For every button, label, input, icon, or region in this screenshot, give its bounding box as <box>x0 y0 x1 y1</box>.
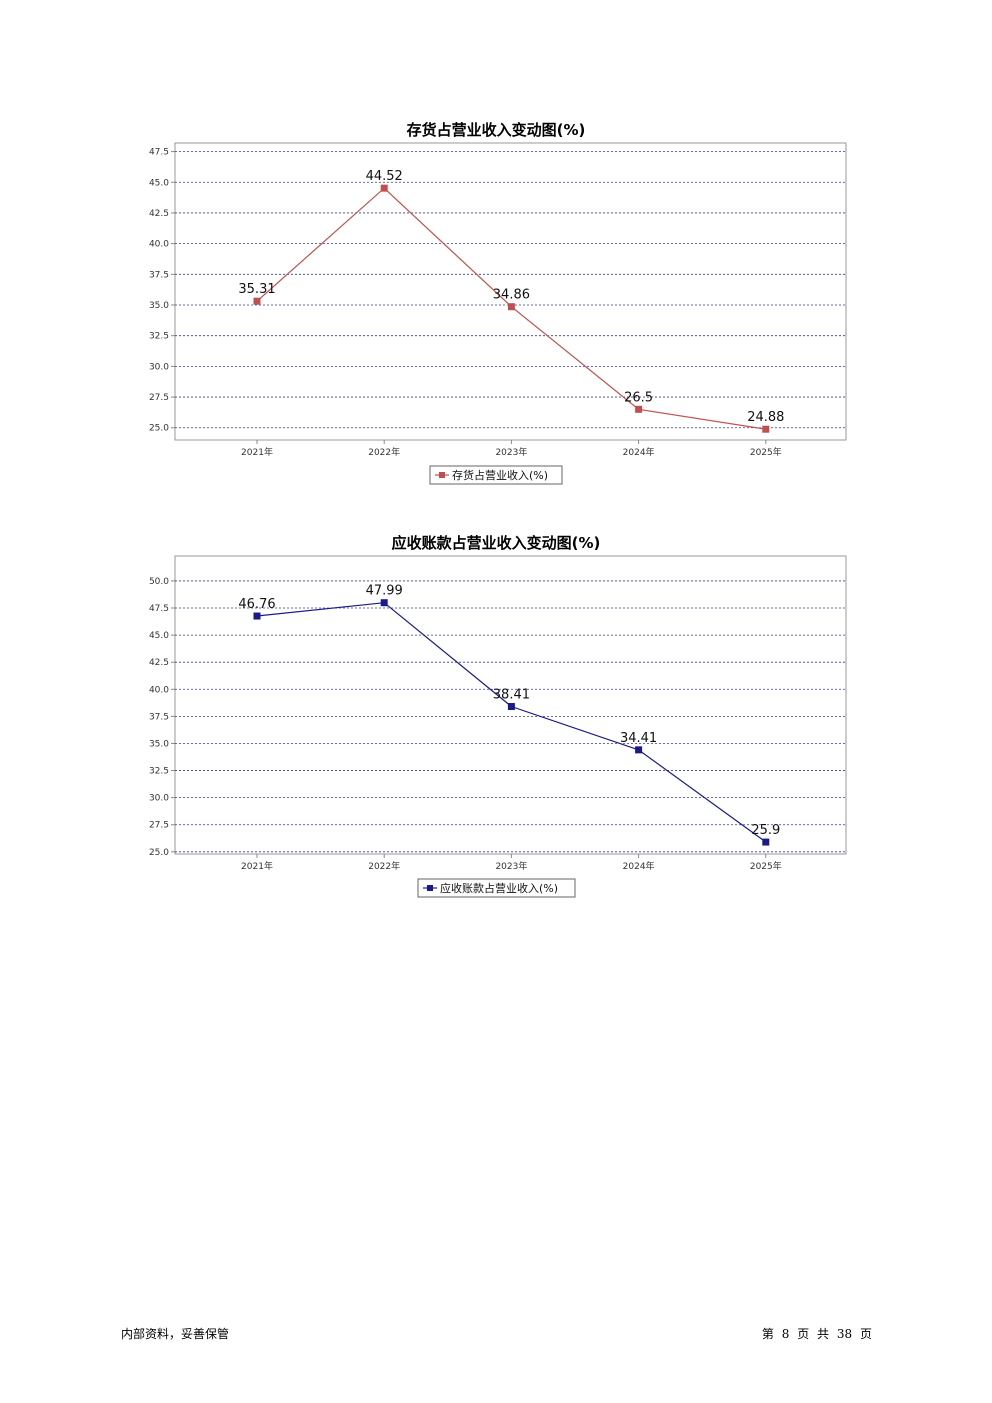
x-tick-label: 2022年 <box>368 860 400 872</box>
y-tick-label: 47.5 <box>149 148 169 158</box>
data-label: 34.86 <box>493 288 530 303</box>
data-label: 46.76 <box>238 597 275 612</box>
x-tick-label: 2023年 <box>495 860 527 872</box>
data-label: 44.52 <box>366 169 403 184</box>
legend-label: 应收账款占营业收入(%) <box>440 881 558 895</box>
y-tick-label: 42.5 <box>149 209 169 219</box>
footer-page-info: 第 8 页 共 38 页 <box>762 1325 872 1342</box>
y-tick-label: 35.0 <box>149 301 169 311</box>
data-point <box>253 297 261 305</box>
data-point <box>635 405 643 413</box>
y-tick-label: 25.0 <box>149 424 169 434</box>
x-tick-label: 2023年 <box>495 446 527 458</box>
data-point <box>762 838 770 846</box>
legend-marker <box>439 472 445 478</box>
legend-box <box>417 878 576 898</box>
data-point <box>507 703 515 711</box>
x-tick-label: 2022年 <box>368 446 400 458</box>
x-tick-label: 2021年 <box>241 860 273 872</box>
legend-label: 存货占营业收入(%) <box>452 468 548 482</box>
data-point <box>762 425 770 433</box>
inventory-chart-title: 存货占营业收入变动图(%) <box>406 121 586 139</box>
data-point <box>507 303 515 311</box>
data-point <box>635 746 643 754</box>
data-label: 34.41 <box>620 731 657 746</box>
x-tick-label: 2025年 <box>750 860 782 872</box>
y-tick-label: 42.5 <box>149 658 169 668</box>
y-tick-label: 35.0 <box>149 739 169 749</box>
y-tick-label: 32.5 <box>149 332 169 342</box>
y-tick-label: 30.0 <box>149 794 169 804</box>
x-tick-label: 2024年 <box>623 860 655 872</box>
y-tick-label: 30.0 <box>149 362 169 372</box>
y-tick-label: 40.0 <box>149 240 169 250</box>
data-point <box>380 599 388 607</box>
total-prefix: 共 <box>817 1327 830 1341</box>
y-tick-label: 27.5 <box>149 393 169 403</box>
y-tick-label: 47.5 <box>149 604 169 614</box>
page-prefix: 第 <box>761 1327 774 1341</box>
footer-confidential-note: 内部资料，妥善保管 <box>121 1327 230 1341</box>
x-tick-label: 2025年 <box>750 446 782 458</box>
y-tick-label: 25.0 <box>149 848 169 858</box>
page-total: 38 <box>836 1327 853 1341</box>
data-point <box>253 612 261 620</box>
y-tick-label: 45.0 <box>149 631 169 641</box>
receivables-chart-svg: 25.0 27.5 30.0 32.5 35.0 37.5 40.0 42.5 45.0 47.5… <box>149 555 847 898</box>
x-tick-label: 2021年 <box>241 446 273 458</box>
data-label: 26.5 <box>624 390 653 405</box>
y-tick-label: 37.5 <box>149 270 169 280</box>
y-tick-label: 27.5 <box>149 821 169 831</box>
y-tick-label: 50.0 <box>149 577 169 587</box>
data-point <box>380 184 388 192</box>
y-tick-label: 40.0 <box>149 685 169 695</box>
legend-marker <box>427 885 433 891</box>
receivables-chart-title: 应收账款占营业收入变动图(%) <box>391 534 601 552</box>
legend-box <box>429 465 563 485</box>
page-current: 8 <box>781 1327 790 1341</box>
data-label: 47.99 <box>366 584 403 599</box>
y-tick-label: 45.0 <box>149 178 169 188</box>
data-label: 35.31 <box>238 282 275 297</box>
data-label: 24.88 <box>747 410 784 425</box>
inventory-chart-svg: 25.0 27.5 30.0 32.5 35.0 37.5 40.0 42.5 45.0 47.5… <box>149 142 847 485</box>
plot-area <box>174 142 847 441</box>
y-tick-label: 37.5 <box>149 712 169 722</box>
page-suffix: 页 <box>859 1327 872 1341</box>
page-mid: 页 <box>797 1327 810 1341</box>
data-label: 25.9 <box>751 823 780 838</box>
y-tick-label: 32.5 <box>149 767 169 777</box>
x-tick-label: 2024年 <box>623 446 655 458</box>
data-label: 38.41 <box>493 688 530 703</box>
